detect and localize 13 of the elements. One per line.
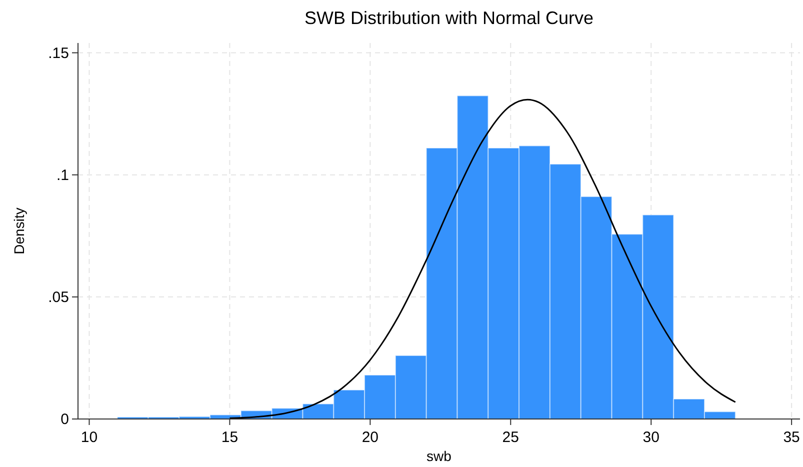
x-tick-label: 25 [502,429,519,446]
x-axis-title: swb [426,448,452,464]
y-tick-label: .15 [48,44,69,62]
y-tick-label: 0 [60,411,69,428]
x-tick-label: 30 [642,429,660,446]
x-tick-label: 35 [783,429,800,446]
y-tick-label: .05 [48,288,69,306]
x-tick-label: 20 [362,429,379,446]
x-tick-label: 15 [221,429,238,446]
y-axis-title: Density [11,208,27,254]
chart-title: SWB Distribution with Normal Curve [304,8,594,28]
x-tick-label: 10 [80,429,98,446]
y-tick-label: .1 [56,166,69,184]
